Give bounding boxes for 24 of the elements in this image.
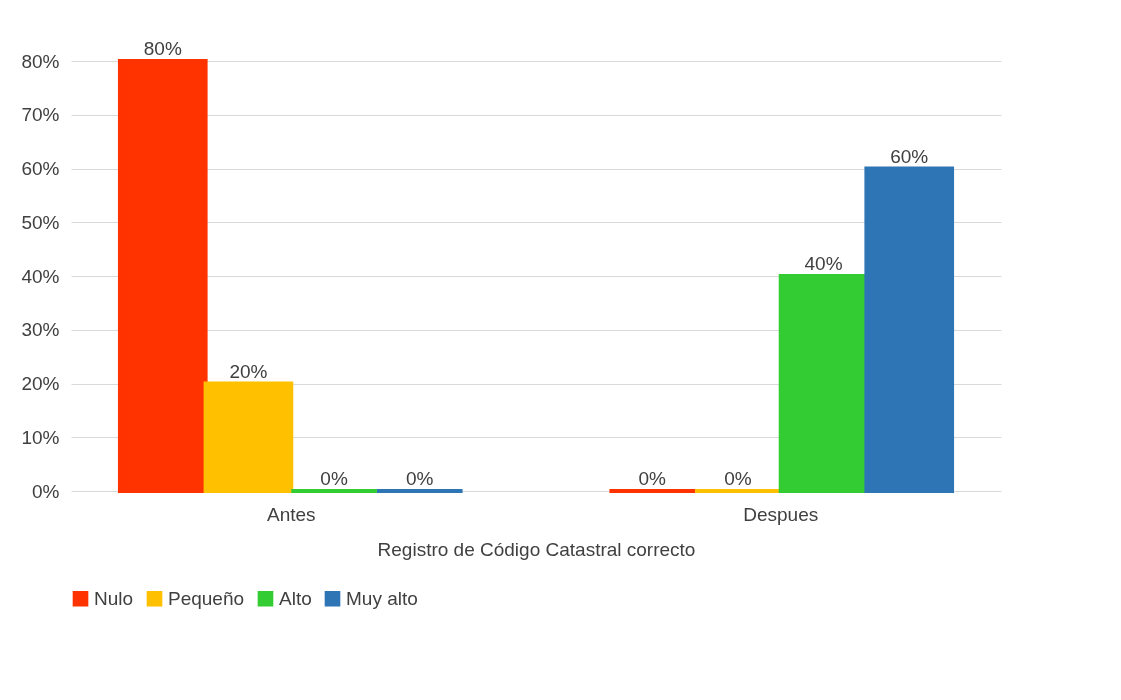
data-label: 80% [143, 38, 182, 59]
legend-label: Nulo [94, 587, 134, 609]
x-tick-label: Antes [266, 503, 316, 525]
legend-label: Alto [279, 587, 312, 609]
legend-label: Pequeño [168, 587, 245, 609]
y-tick-label: 50% [21, 211, 60, 233]
data-label: 0% [638, 468, 667, 489]
y-tick-label: 10% [21, 426, 60, 448]
y-tick-label: 40% [21, 265, 60, 287]
data-label: 0% [724, 468, 752, 489]
y-tick-label: 20% [21, 373, 60, 394]
y-tick-label: 30% [21, 319, 60, 341]
y-tick-label: 60% [21, 158, 60, 179]
data-label: 0% [320, 468, 348, 489]
y-tick-label: 0% [32, 480, 60, 502]
legend-label: Muy alto [346, 587, 418, 609]
data-label: 0% [406, 468, 434, 489]
y-tick-label: 70% [21, 104, 60, 126]
data-label: 20% [229, 360, 268, 382]
data-label: 60% [890, 145, 929, 167]
y-tick-label: 80% [21, 50, 60, 72]
x-tick-label: Despues [743, 503, 819, 525]
x-axis-title: Registro de Código Catastral correcto [377, 538, 696, 560]
data-label: 40% [804, 253, 843, 274]
